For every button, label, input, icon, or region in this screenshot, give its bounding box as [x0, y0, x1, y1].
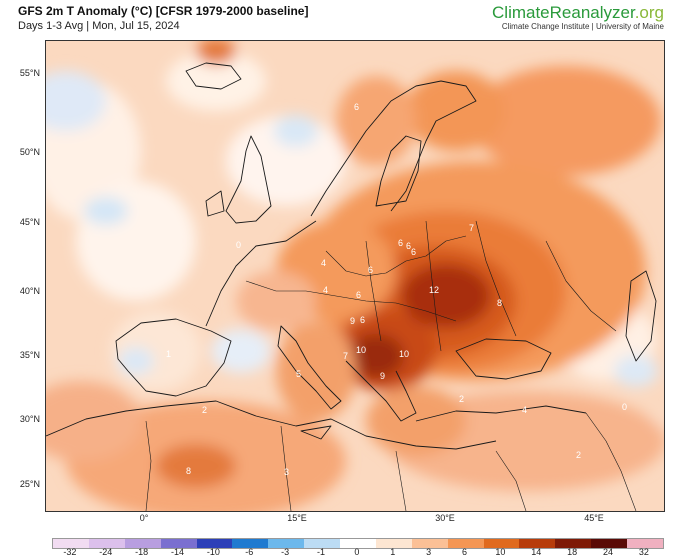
contour-value-label: 6 [360, 315, 365, 325]
colorbar-segment [627, 539, 663, 548]
colorbar-segment [232, 539, 269, 548]
lat-label: 35°N [19, 350, 40, 360]
lat-label: 55°N [19, 68, 40, 78]
colorbar-segment [411, 539, 448, 548]
lon-label: 0° [139, 513, 149, 523]
colorbar-tick-label: -1 [317, 547, 326, 557]
contour-value-label: 6 [354, 102, 359, 112]
colorbar-tick-label: -18 [135, 547, 149, 557]
colorbar-tick-label: 0 [354, 547, 360, 557]
lat-label: 25°N [19, 479, 40, 489]
colorbar-tick-label: 1 [390, 547, 396, 557]
colorbar-segment [53, 539, 89, 548]
map-subtitle: Days 1-3 Avg | Mon, Jul 15, 2024 [18, 20, 180, 32]
contour-value-label: 7 [343, 351, 348, 361]
contour-value-label: 0 [622, 402, 627, 412]
colorbar-tick-label: -32 [63, 547, 77, 557]
contour-value-label: 6 [411, 247, 416, 257]
colorbar-segment [196, 539, 233, 548]
colorbar-tick-label: 24 [603, 547, 614, 557]
contour-value-label: 8 [186, 466, 191, 476]
contour-value-label: 5 [296, 369, 301, 379]
lon-label: 45°E [584, 513, 604, 523]
contour-value-label: 6 [356, 290, 361, 300]
brand-tagline: Climate Change Institute | University of… [501, 22, 664, 31]
colorbar-segment [88, 539, 125, 548]
colorbar-segment [375, 539, 412, 548]
lon-label: 15°E [287, 513, 307, 523]
contour-value-label: 4 [522, 405, 527, 415]
colorbar-segment [160, 539, 197, 548]
contour-value-label: 7 [469, 223, 474, 233]
contour-value-label: 4 [321, 258, 326, 268]
lat-label: 50°N [19, 147, 40, 157]
brand-name: ClimateReanalyzer.org [492, 3, 664, 23]
contour-value-label: 2 [459, 394, 464, 404]
colorbar-segment [555, 539, 592, 548]
contour-value-label: 4 [323, 285, 328, 295]
colorbar-tick-label: -24 [99, 547, 113, 557]
contour-value-label: 0 [236, 240, 241, 250]
colorbar-segment [304, 539, 340, 548]
brand-name-main: ClimateReanalyzer [492, 3, 635, 22]
contour-value-label: 9 [380, 371, 385, 381]
colorbar-segment [268, 539, 305, 548]
colorbar-tick-label: 6 [462, 547, 468, 557]
brand-logo[interactable]: ClimateReanalyzer.org Climate Change Ins… [492, 3, 664, 31]
lat-label: 30°N [19, 414, 40, 424]
contour-labels: 6 6 7 6 6 4 6 4 6 12 8 9 7 10 10 9 5 1 0… [166, 102, 627, 477]
contour-value-label: 6 [406, 241, 411, 251]
contour-value-label: 9 [350, 316, 355, 326]
contour-value-label: 6 [398, 238, 403, 248]
colorbar-segment [519, 539, 556, 548]
colorbar-segment [124, 539, 161, 548]
contour-value-label: 8 [497, 298, 502, 308]
colorbar-tick-label: 14 [531, 547, 542, 557]
contour-value-label: 3 [284, 467, 289, 477]
contour-value-label: 2 [202, 405, 207, 415]
colorbar-tick-label: 32 [638, 547, 649, 557]
colorbar-segment [340, 539, 376, 548]
lat-label: 40°N [19, 286, 40, 296]
lon-label: 30°E [435, 513, 455, 523]
anomaly-map-canvas: 6 6 7 6 6 4 6 4 6 12 8 9 7 10 10 9 5 1 0… [46, 41, 664, 511]
colorbar-tick-label: 10 [495, 547, 506, 557]
map-title: GFS 2m T Anomaly (°C) [CFSR 1979-2000 ba… [18, 4, 309, 18]
colorbar-tick-label: -6 [245, 547, 254, 557]
colorbar-tick-label: -3 [281, 547, 290, 557]
contour-value-label: 10 [399, 349, 409, 359]
colorbar [52, 538, 664, 549]
colorbar-ticks: -32 -24 -18 -14 -10 -6 -3 -1 0 1 3 6 10 14 18 24 32 [52, 547, 662, 559]
colorbar-tick-label: -14 [171, 547, 185, 557]
contour-value-label: 10 [356, 345, 366, 355]
colorbar-tick-label: 18 [567, 547, 578, 557]
colorbar-segment [447, 539, 484, 548]
anomaly-map[interactable]: 6 6 7 6 6 4 6 4 6 12 8 9 7 10 10 9 5 1 0… [45, 40, 665, 512]
lat-label: 45°N [19, 217, 40, 227]
contour-value-label: 6 [368, 265, 373, 275]
colorbar-tick-label: -10 [206, 547, 220, 557]
brand-name-suffix: .org [634, 3, 664, 22]
colorbar-segment [483, 539, 520, 548]
contour-value-label: 12 [429, 285, 439, 295]
contour-value-label: 2 [576, 450, 581, 460]
colorbar-tick-label: 3 [426, 547, 432, 557]
contour-value-label: 1 [166, 349, 171, 359]
colorbar-segment [591, 539, 627, 548]
